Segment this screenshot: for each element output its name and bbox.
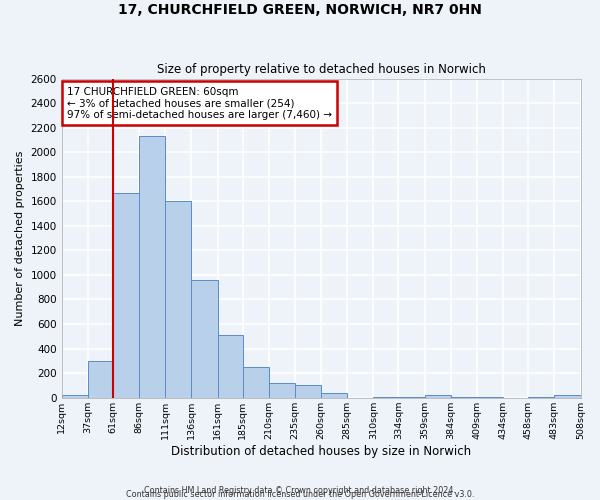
- Bar: [554, 396, 581, 398]
- Bar: [451, 397, 477, 398]
- Bar: [218, 335, 242, 398]
- Bar: [113, 192, 139, 398]
- Bar: [269, 383, 295, 398]
- Bar: [242, 367, 269, 398]
- Text: 17 CHURCHFIELD GREEN: 60sqm
← 3% of detached houses are smaller (254)
97% of sem: 17 CHURCHFIELD GREEN: 60sqm ← 3% of deta…: [67, 86, 332, 120]
- Bar: [321, 394, 347, 398]
- Title: Size of property relative to detached houses in Norwich: Size of property relative to detached ho…: [157, 63, 485, 76]
- Bar: [398, 397, 425, 398]
- Bar: [62, 395, 88, 398]
- Y-axis label: Number of detached properties: Number of detached properties: [15, 150, 25, 326]
- Bar: [295, 386, 321, 398]
- Bar: [191, 280, 218, 398]
- Bar: [165, 202, 191, 398]
- Bar: [425, 395, 451, 398]
- Bar: [139, 136, 165, 398]
- Text: Contains public sector information licensed under the Open Government Licence v3: Contains public sector information licen…: [126, 490, 474, 499]
- Text: Contains HM Land Registry data © Crown copyright and database right 2024.: Contains HM Land Registry data © Crown c…: [144, 486, 456, 495]
- X-axis label: Distribution of detached houses by size in Norwich: Distribution of detached houses by size …: [171, 444, 471, 458]
- Bar: [373, 397, 398, 398]
- Bar: [88, 361, 113, 398]
- Text: 17, CHURCHFIELD GREEN, NORWICH, NR7 0HN: 17, CHURCHFIELD GREEN, NORWICH, NR7 0HN: [118, 2, 482, 16]
